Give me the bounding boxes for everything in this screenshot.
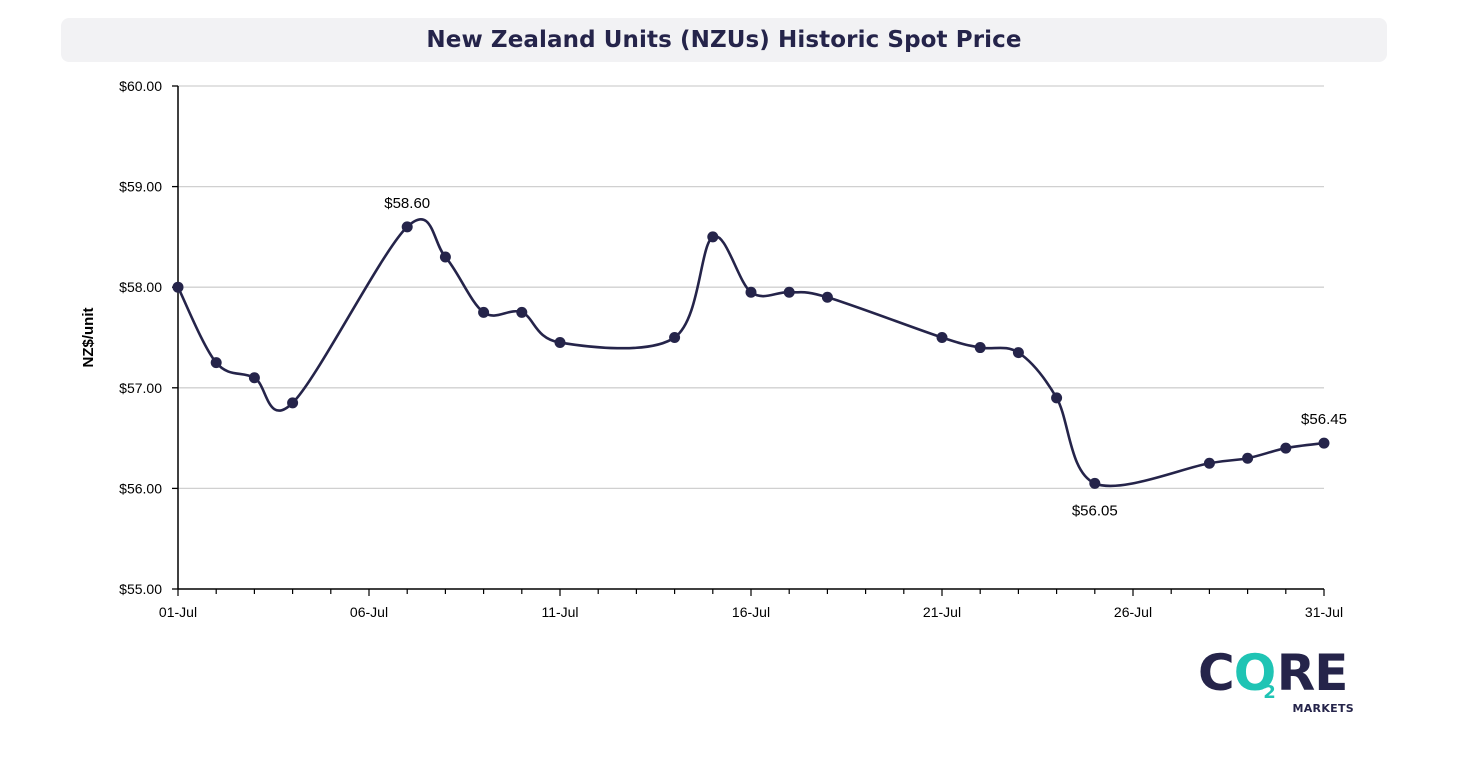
y-tick-label: $60.00 (119, 78, 162, 94)
data-point (248, 372, 260, 384)
y-tick-label: $58.00 (119, 279, 162, 295)
y-tick-label: $59.00 (119, 179, 162, 195)
data-point (172, 281, 184, 293)
logo-wordmark: CO2RE (1198, 644, 1348, 703)
data-points (172, 221, 1330, 489)
x-tick-label: 06-Jul (350, 604, 388, 620)
price-line (176, 217, 1325, 488)
data-point (1203, 457, 1215, 469)
series-line (176, 217, 1325, 488)
y-tick-label: $55.00 (119, 581, 162, 597)
x-tick-label: 31-Jul (1305, 604, 1343, 620)
data-point (401, 221, 413, 233)
data-point (478, 306, 490, 318)
x-tick-label: 01-Jul (159, 604, 197, 620)
data-point (783, 286, 795, 298)
data-labels: $58.60 $56.05 $56.45 (384, 195, 1347, 520)
logo-markets-text: MARKETS (1292, 702, 1354, 715)
axes (172, 85, 1325, 596)
data-label: $58.60 (384, 195, 430, 212)
x-tick-labels: 01-Jul 06-Jul 11-Jul 16-Jul 21-Jul 26-Jul 31-J… (159, 604, 1343, 620)
data-point (439, 251, 451, 263)
chart-title-bar: New Zealand Units (NZUs) Historic Spot P… (61, 18, 1387, 62)
data-point (1280, 442, 1292, 454)
data-point (1012, 347, 1024, 359)
y-axis-title: NZ$/unit (80, 308, 97, 368)
data-point (554, 337, 566, 349)
x-tick-label: 21-Jul (923, 604, 961, 620)
data-point (821, 291, 833, 303)
data-point (974, 342, 986, 354)
core-markets-logo: CO2RE MARKETS (1198, 646, 1358, 718)
data-point (287, 397, 299, 409)
data-point (936, 332, 948, 343)
y-tick-labels: $55.00 $56.00 $57.00 $58.00 $59.00 $60.00 (119, 78, 162, 597)
y-tick-label: $56.00 (119, 480, 162, 496)
y-tick-label: $57.00 (119, 380, 162, 396)
data-point (745, 286, 757, 298)
data-point (707, 231, 719, 243)
data-point (1089, 477, 1101, 489)
data-point (1318, 437, 1330, 449)
x-tick-label: 26-Jul (1114, 604, 1152, 620)
data-label: $56.45 (1301, 411, 1347, 428)
data-label: $56.05 (1072, 502, 1118, 519)
data-point (1051, 392, 1063, 404)
data-point (669, 332, 681, 343)
data-point (516, 306, 528, 318)
data-point (1242, 452, 1254, 464)
data-point (210, 357, 222, 369)
x-tick-label: 11-Jul (541, 604, 578, 620)
x-tick-label: 16-Jul (732, 604, 770, 620)
chart-title: New Zealand Units (NZUs) Historic Spot P… (426, 27, 1022, 53)
